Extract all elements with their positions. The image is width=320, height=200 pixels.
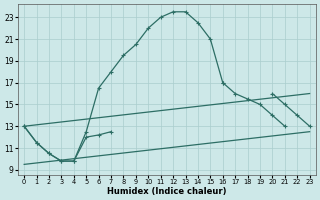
X-axis label: Humidex (Indice chaleur): Humidex (Indice chaleur) (107, 187, 227, 196)
